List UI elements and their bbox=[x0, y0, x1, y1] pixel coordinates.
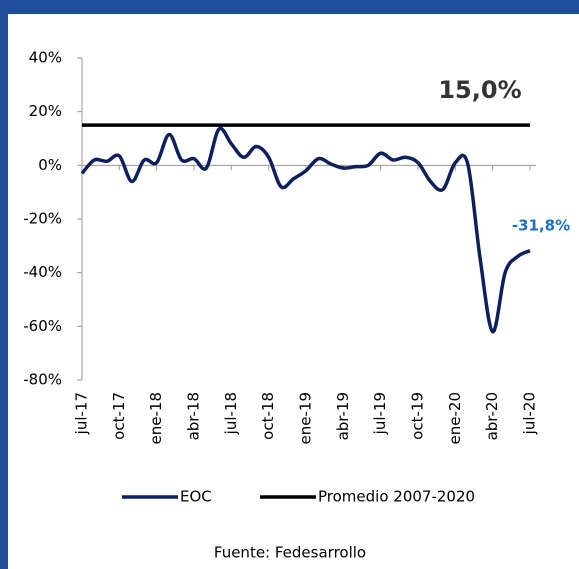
x-tick-label: jul-19 bbox=[371, 392, 389, 435]
x-tick-label: jul-18 bbox=[222, 392, 240, 435]
y-tick-label: -20% bbox=[23, 210, 62, 228]
x-tick-label: abr-19 bbox=[334, 392, 352, 440]
x-tick-label: abr-20 bbox=[483, 392, 501, 440]
x-tick-label: oct-18 bbox=[259, 392, 277, 440]
y-tick-label: -60% bbox=[23, 317, 62, 335]
legend-label: EOC bbox=[180, 488, 212, 506]
x-tick-label: ene-19 bbox=[297, 392, 315, 444]
x-tick-label: oct-19 bbox=[409, 392, 427, 440]
x-tick-label: ene-20 bbox=[446, 392, 464, 444]
x-tick-label: ene-18 bbox=[147, 392, 165, 444]
annotation: -31,8% bbox=[512, 217, 570, 235]
x-tick-label: jul-20 bbox=[521, 392, 539, 435]
series-line bbox=[80, 126, 531, 334]
y-tick-label: 20% bbox=[29, 102, 62, 120]
source: Fuente: Fedesarrollo bbox=[214, 544, 366, 562]
y-tick-label: -80% bbox=[23, 371, 62, 389]
x-tick-label: oct-17 bbox=[110, 392, 128, 440]
y-tick-label: 0% bbox=[38, 156, 62, 174]
y-tick-label: 40% bbox=[29, 49, 62, 67]
x-tick-label: jul-17 bbox=[73, 392, 91, 435]
x-tick-label: abr-18 bbox=[185, 392, 203, 440]
y-tick-label: -40% bbox=[23, 263, 62, 281]
annotation: 15,0% bbox=[438, 76, 521, 104]
legend-label: Promedio 2007-2020 bbox=[318, 488, 475, 506]
